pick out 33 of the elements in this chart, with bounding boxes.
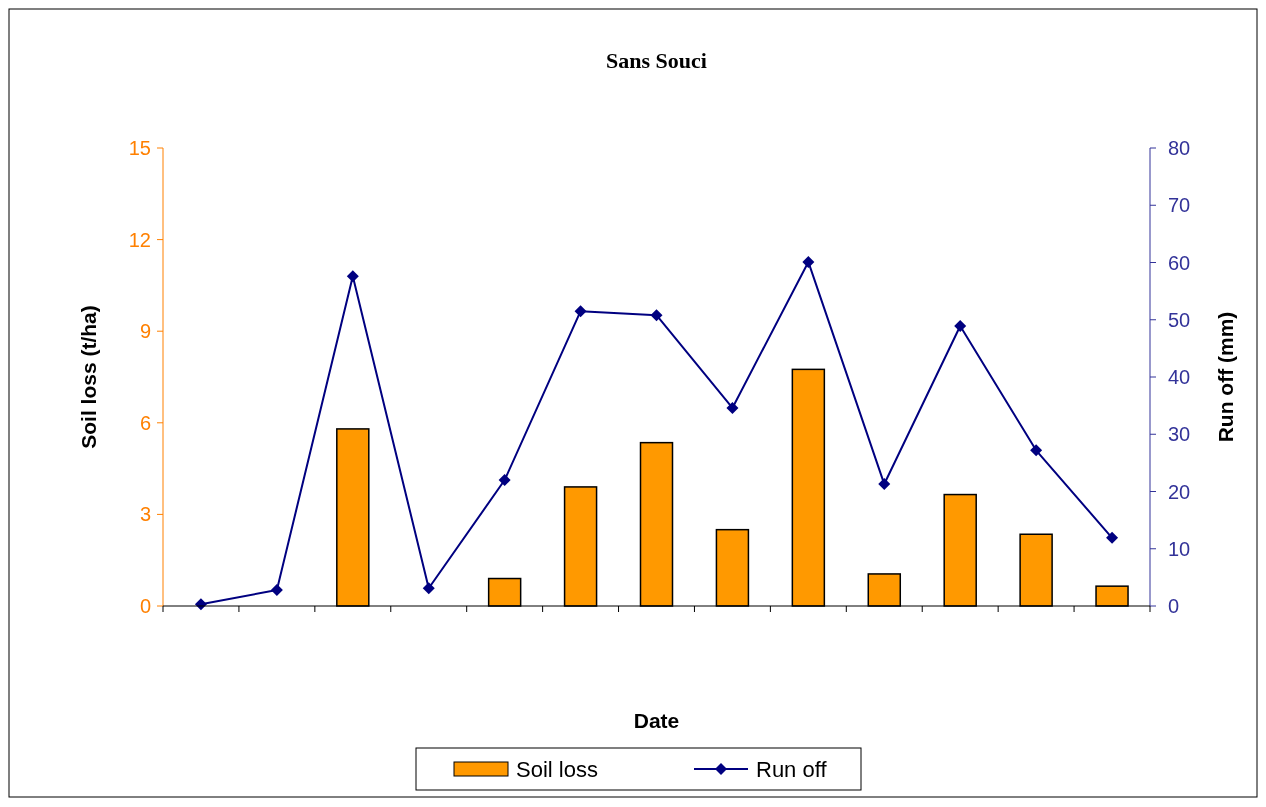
- legend-label: Soil loss: [516, 756, 598, 782]
- y2-axis-title: Run off (mm): [1214, 311, 1237, 443]
- y2-tick-label: 10: [1168, 537, 1191, 560]
- y-tick-label: 9: [139, 320, 151, 343]
- x-axis-title: Date: [633, 709, 680, 732]
- y2-tick-label: 50: [1168, 308, 1191, 331]
- point: [422, 582, 435, 595]
- legend-label: Run off: [756, 756, 828, 782]
- point: [954, 320, 967, 333]
- chart-title: Sans Souci: [606, 48, 707, 73]
- point: [878, 478, 891, 491]
- y2-tick-label: 70: [1168, 194, 1191, 217]
- y-tick-label: 15: [128, 137, 151, 159]
- point: [802, 255, 815, 268]
- y2-tick-label: 40: [1168, 366, 1191, 388]
- point: [270, 583, 283, 596]
- y-tick-label: 3: [139, 503, 151, 526]
- point: [498, 474, 511, 487]
- y2-tick-label: 20: [1168, 480, 1191, 503]
- y-tick-label: 6: [139, 411, 151, 434]
- y2-tick-label: 30: [1168, 423, 1191, 446]
- y2-tick-label: 60: [1168, 251, 1191, 274]
- point: [346, 270, 359, 283]
- y-axis-title: Soil loss (t/ha): [77, 305, 100, 449]
- y2-tick-label: 0: [1168, 595, 1180, 617]
- y-tick-label: 12: [128, 228, 151, 251]
- point: [574, 305, 587, 318]
- y-tick-label: 0: [139, 595, 151, 617]
- point: [1030, 444, 1043, 457]
- point: [726, 401, 739, 414]
- y2-tick-label: 80: [1168, 137, 1191, 159]
- point: [1106, 531, 1119, 544]
- point: [650, 309, 663, 322]
